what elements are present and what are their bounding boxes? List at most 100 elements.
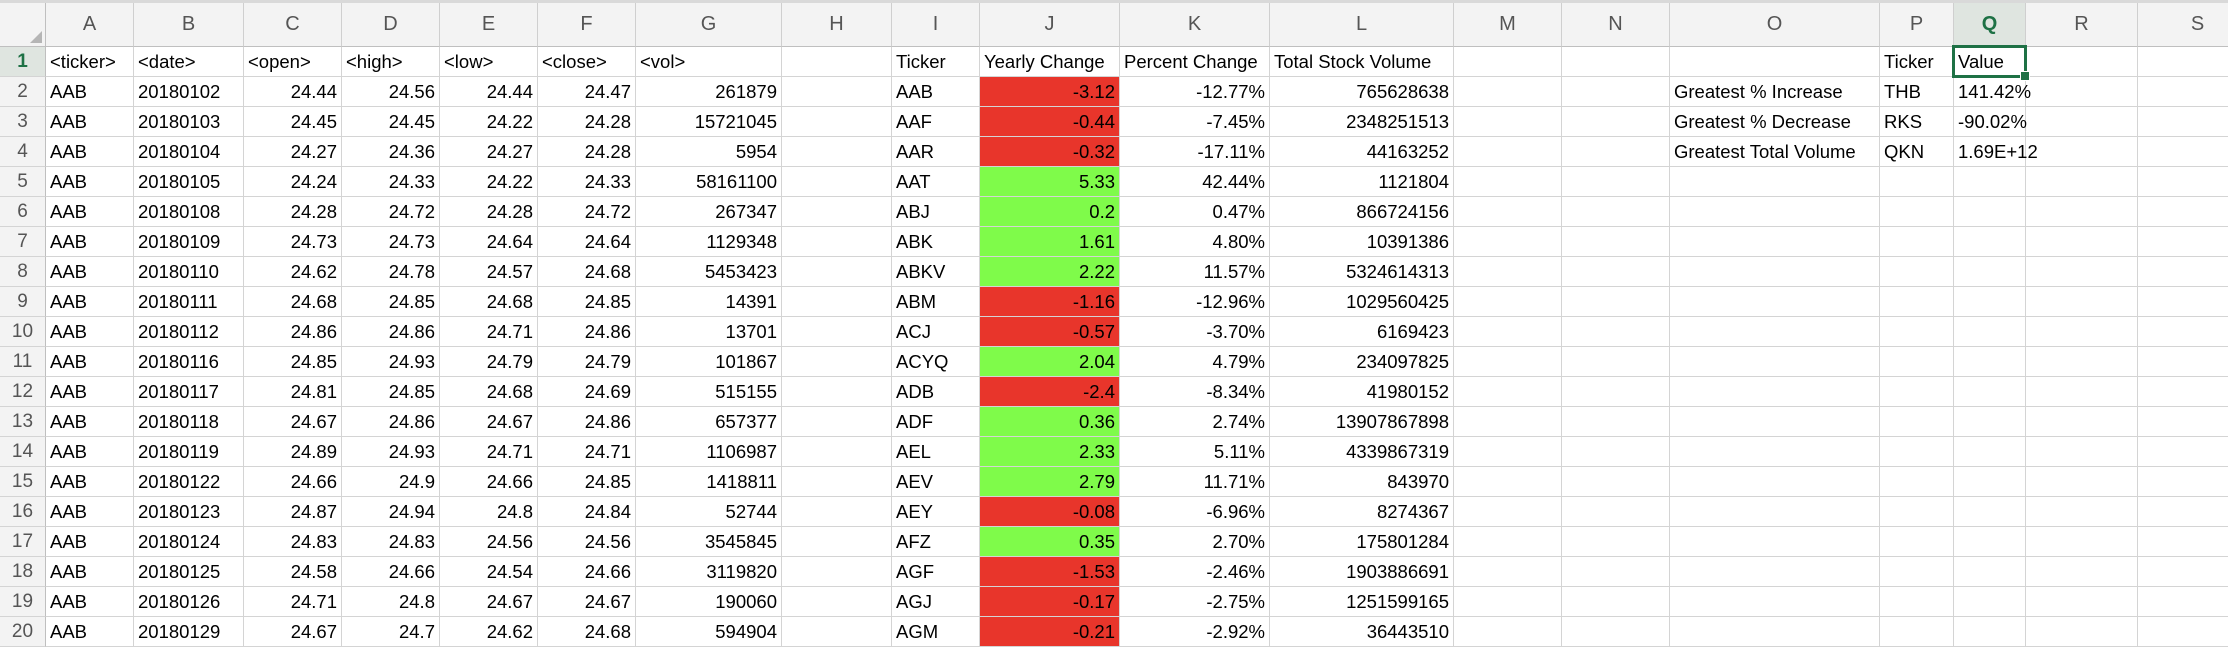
- grid-cell[interactable]: [1954, 467, 2026, 497]
- grid-cell[interactable]: [1562, 197, 1670, 227]
- grid-cell[interactable]: [1954, 557, 2026, 587]
- cell-k20[interactable]: -2.92%: [1120, 617, 1270, 647]
- grid-cell[interactable]: [782, 407, 892, 437]
- cell-b18[interactable]: 20180125: [134, 557, 244, 587]
- grid-cell[interactable]: [1880, 467, 1954, 497]
- grid-cell[interactable]: [1454, 227, 1562, 257]
- grid-cell[interactable]: [1954, 497, 2026, 527]
- cell-d10[interactable]: 24.86: [342, 317, 440, 347]
- grid-cell[interactable]: [1562, 377, 1670, 407]
- grid-cell[interactable]: [1954, 227, 2026, 257]
- row-header-9[interactable]: 9: [0, 287, 46, 317]
- cell-i1[interactable]: Ticker: [892, 47, 980, 77]
- cell-p2[interactable]: THB: [1880, 77, 1954, 107]
- grid-cell[interactable]: [1880, 317, 1954, 347]
- cell-g9[interactable]: 14391: [636, 287, 782, 317]
- cell-i13[interactable]: ADF: [892, 407, 980, 437]
- cell-j15[interactable]: 2.79: [980, 467, 1120, 497]
- cell-c12[interactable]: 24.81: [244, 377, 342, 407]
- row-header-7[interactable]: 7: [0, 227, 46, 257]
- cell-i8[interactable]: ABKV: [892, 257, 980, 287]
- cell-j13[interactable]: 0.36: [980, 407, 1120, 437]
- cell-b5[interactable]: 20180105: [134, 167, 244, 197]
- row-header-19[interactable]: 19: [0, 587, 46, 617]
- cell-i16[interactable]: AEY: [892, 497, 980, 527]
- cell-k5[interactable]: 42.44%: [1120, 167, 1270, 197]
- row-header-16[interactable]: 16: [0, 497, 46, 527]
- grid-cell[interactable]: [782, 47, 892, 77]
- grid-cell[interactable]: [1562, 467, 1670, 497]
- grid-cell[interactable]: [2026, 107, 2138, 137]
- grid-cell[interactable]: [782, 347, 892, 377]
- grid-cell[interactable]: [1454, 467, 1562, 497]
- row-header-1[interactable]: 1: [0, 47, 46, 77]
- cell-g6[interactable]: 267347: [636, 197, 782, 227]
- cell-b3[interactable]: 20180103: [134, 107, 244, 137]
- grid-cell[interactable]: [1670, 257, 1880, 287]
- cell-j12[interactable]: -2.4: [980, 377, 1120, 407]
- cell-g8[interactable]: 5453423: [636, 257, 782, 287]
- grid-cell[interactable]: [1562, 497, 1670, 527]
- select-all-corner[interactable]: [0, 3, 46, 47]
- cell-b11[interactable]: 20180116: [134, 347, 244, 377]
- cell-q3[interactable]: -90.02%: [1954, 107, 2027, 137]
- grid-cell[interactable]: [2026, 227, 2138, 257]
- cell-l19[interactable]: 1251599165: [1270, 587, 1454, 617]
- cell-l5[interactable]: 1121804: [1270, 167, 1454, 197]
- grid-cell[interactable]: [1454, 77, 1562, 107]
- cell-d11[interactable]: 24.93: [342, 347, 440, 377]
- cell-a16[interactable]: AAB: [46, 497, 134, 527]
- cell-c7[interactable]: 24.73: [244, 227, 342, 257]
- cell-o4[interactable]: Greatest Total Volume: [1670, 137, 1880, 167]
- cell-l20[interactable]: 36443510: [1270, 617, 1454, 647]
- cell-d5[interactable]: 24.33: [342, 167, 440, 197]
- cell-g7[interactable]: 1129348: [636, 227, 782, 257]
- row-header-11[interactable]: 11: [0, 347, 46, 377]
- cell-j8[interactable]: 2.22: [980, 257, 1120, 287]
- grid-cell[interactable]: [1670, 47, 1880, 77]
- column-header-o[interactable]: O: [1670, 3, 1880, 47]
- cell-e3[interactable]: 24.22: [440, 107, 538, 137]
- row-header-20[interactable]: 20: [0, 617, 46, 647]
- grid-cell[interactable]: [2138, 137, 2228, 167]
- grid-cell[interactable]: [1954, 287, 2026, 317]
- cell-i17[interactable]: AFZ: [892, 527, 980, 557]
- cell-f6[interactable]: 24.72: [538, 197, 636, 227]
- cell-d16[interactable]: 24.94: [342, 497, 440, 527]
- cell-a9[interactable]: AAB: [46, 287, 134, 317]
- grid-cell[interactable]: [1562, 137, 1670, 167]
- grid-cell[interactable]: [1880, 167, 1954, 197]
- cell-c15[interactable]: 24.66: [244, 467, 342, 497]
- cell-i3[interactable]: AAF: [892, 107, 980, 137]
- grid-cell[interactable]: [782, 557, 892, 587]
- grid-cell[interactable]: [1454, 257, 1562, 287]
- cell-e13[interactable]: 24.67: [440, 407, 538, 437]
- cell-c13[interactable]: 24.67: [244, 407, 342, 437]
- cell-e8[interactable]: 24.57: [440, 257, 538, 287]
- cell-c8[interactable]: 24.62: [244, 257, 342, 287]
- cell-f3[interactable]: 24.28: [538, 107, 636, 137]
- column-header-h[interactable]: H: [782, 3, 892, 47]
- cell-e2[interactable]: 24.44: [440, 77, 538, 107]
- grid-cell[interactable]: [2138, 107, 2228, 137]
- cell-l8[interactable]: 5324614313: [1270, 257, 1454, 287]
- grid-cell[interactable]: [782, 587, 892, 617]
- grid-cell[interactable]: [2138, 437, 2228, 467]
- cell-k18[interactable]: -2.46%: [1120, 557, 1270, 587]
- grid-cell[interactable]: [1954, 437, 2026, 467]
- cell-c16[interactable]: 24.87: [244, 497, 342, 527]
- grid-cell[interactable]: [1454, 437, 1562, 467]
- cell-j20[interactable]: -0.21: [980, 617, 1120, 647]
- cell-a3[interactable]: AAB: [46, 107, 134, 137]
- cell-f10[interactable]: 24.86: [538, 317, 636, 347]
- grid-cell[interactable]: [2138, 527, 2228, 557]
- cell-e19[interactable]: 24.67: [440, 587, 538, 617]
- cell-b8[interactable]: 20180110: [134, 257, 244, 287]
- cell-c10[interactable]: 24.86: [244, 317, 342, 347]
- cell-d20[interactable]: 24.7: [342, 617, 440, 647]
- cell-p4[interactable]: QKN: [1880, 137, 1954, 167]
- cell-c5[interactable]: 24.24: [244, 167, 342, 197]
- grid-cell[interactable]: [2138, 467, 2228, 497]
- cell-b16[interactable]: 20180123: [134, 497, 244, 527]
- cell-f12[interactable]: 24.69: [538, 377, 636, 407]
